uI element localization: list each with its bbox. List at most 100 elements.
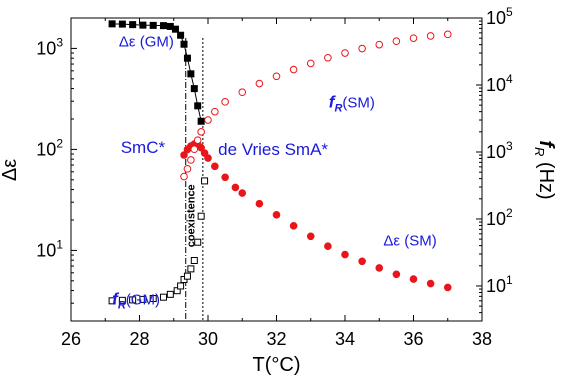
data-point — [139, 21, 147, 29]
data-point — [392, 270, 401, 279]
data-point — [180, 40, 188, 48]
data-point — [180, 172, 188, 181]
data-point — [255, 79, 264, 88]
x-tick-label: 38 — [472, 329, 492, 349]
data-point — [187, 265, 195, 273]
plot-frame — [70, 17, 483, 322]
annotation-coexistence: coexistence — [185, 184, 197, 247]
data-point — [204, 154, 212, 162]
data-point — [118, 296, 126, 304]
data-point — [306, 59, 315, 68]
data-point — [129, 21, 137, 29]
data-point — [358, 44, 366, 53]
annotation-label: fR(GM) — [112, 290, 160, 312]
data-point — [211, 162, 219, 171]
data-point — [108, 20, 116, 28]
annotation-label: Δε (GM) — [119, 33, 174, 50]
data-point — [194, 238, 202, 246]
data-point — [187, 156, 195, 164]
data-point — [221, 98, 229, 106]
annotations-layer: Δε (GM) fR(SM) SmC* de Vries SmA* Δε (SM) fR(… — [112, 33, 437, 311]
y-right-tick-label: 104 — [486, 72, 513, 95]
data-point — [324, 53, 332, 62]
y-left-tick-label: 102 — [36, 136, 63, 159]
x-tick-label: 26 — [61, 329, 81, 349]
data-point — [108, 297, 116, 305]
data-point — [272, 72, 281, 81]
data-point — [183, 165, 192, 173]
y-right-tick-label: 103 — [486, 139, 513, 162]
data-point — [341, 49, 349, 57]
data-point — [177, 282, 185, 290]
x-tick-label: 28 — [129, 329, 149, 349]
data-point — [166, 290, 174, 298]
ticks-layer: 26 28 30 32 34 36 38 101 102 103 101 102 103 104 105 — [36, 5, 513, 349]
data-point — [183, 54, 191, 62]
y-left-tick-label: 101 — [36, 237, 63, 260]
data-point — [272, 211, 281, 219]
data-point — [204, 116, 212, 124]
data-point — [289, 222, 298, 230]
y-axis-right-title: fR (Hz) — [532, 140, 557, 199]
x-tick-label: 36 — [403, 329, 423, 349]
data-point — [118, 20, 126, 28]
data-point — [129, 296, 137, 304]
x-tick-label: 32 — [266, 329, 286, 349]
data-point — [190, 145, 199, 154]
data-point — [324, 242, 332, 251]
x-tick-label: 34 — [335, 329, 355, 349]
data-point — [375, 264, 384, 272]
data-point — [409, 34, 418, 42]
data-point — [149, 295, 157, 303]
data-point — [200, 149, 209, 157]
data-point — [197, 212, 205, 220]
data-point — [171, 25, 179, 33]
data-point — [197, 143, 205, 152]
data-point — [409, 275, 418, 283]
data-point — [190, 256, 198, 264]
data-point — [443, 30, 452, 39]
data-point — [231, 183, 240, 192]
y-right-tick-label: 102 — [486, 206, 513, 229]
data-point — [183, 272, 191, 280]
data-point — [177, 31, 185, 39]
y-left-tick-label: 103 — [36, 35, 63, 58]
data-point — [221, 173, 229, 182]
data-point — [193, 136, 202, 144]
x-axis-title: T(°C) — [253, 354, 301, 376]
data-point — [238, 88, 247, 97]
data-point — [426, 279, 435, 288]
y-right-tick-label: 101 — [486, 273, 513, 296]
data-point — [197, 117, 205, 125]
data-point — [341, 250, 349, 259]
annotation-label: Δε (SM) — [383, 232, 436, 249]
data-point — [187, 70, 195, 78]
y-axis-left-title: Δε — [0, 159, 21, 181]
data-point — [139, 295, 147, 303]
series-layer — [108, 20, 452, 305]
y-right-tick-label: 105 — [486, 5, 513, 28]
annotation-label: SmC* — [121, 138, 166, 157]
data-point — [211, 107, 219, 116]
data-point — [289, 65, 298, 74]
data-point — [238, 189, 247, 197]
data-point — [159, 22, 167, 30]
data-point — [392, 37, 401, 46]
data-point — [201, 177, 209, 185]
data-point — [149, 21, 157, 29]
x-tick-label: 30 — [198, 329, 218, 349]
data-point — [194, 102, 202, 110]
data-point — [306, 232, 315, 241]
annotation-label: de Vries SmA* — [218, 140, 328, 159]
data-point — [255, 199, 264, 208]
data-point — [159, 293, 167, 301]
data-point — [197, 128, 205, 136]
data-point — [443, 283, 452, 292]
data-point — [358, 257, 366, 266]
data-point — [375, 40, 384, 49]
data-point — [426, 32, 435, 40]
data-point — [190, 85, 198, 93]
annotation-label: fR(SM) — [329, 92, 375, 114]
data-point — [180, 151, 188, 159]
